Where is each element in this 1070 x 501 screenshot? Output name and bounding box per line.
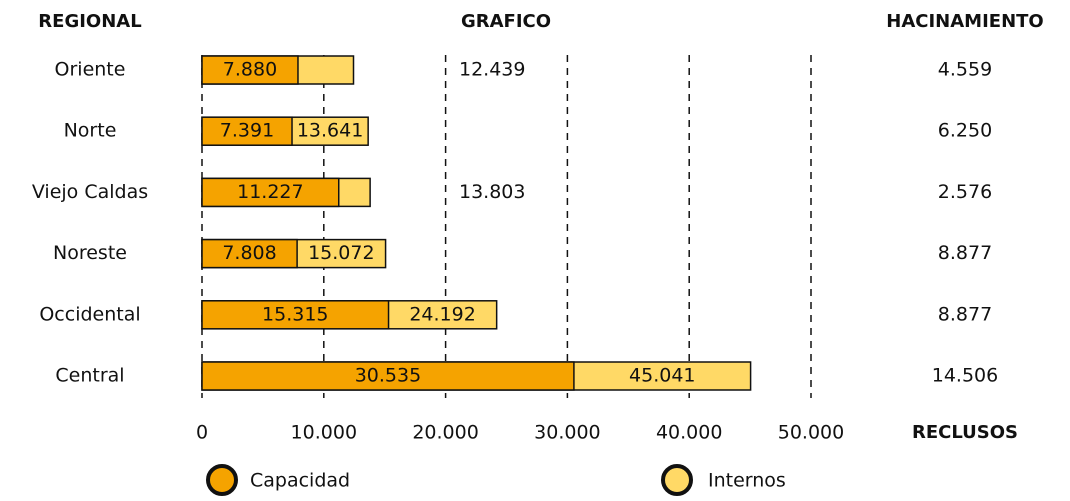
legend-swatch bbox=[661, 464, 693, 496]
hacinamiento-value: 8.877 bbox=[938, 242, 992, 264]
x-tick-label: 0 bbox=[196, 422, 208, 444]
x-axis-label: RECLUSOS bbox=[912, 422, 1018, 443]
category-label: Viejo Caldas bbox=[32, 181, 148, 203]
x-tick-label: 50.000 bbox=[778, 422, 844, 444]
bar bbox=[201, 361, 575, 391]
x-tick-label: 20.000 bbox=[412, 422, 478, 444]
data-label: 11.227 bbox=[237, 181, 303, 203]
bars bbox=[201, 55, 752, 391]
data-label: 13.641 bbox=[297, 120, 363, 142]
data-label: 13.803 bbox=[459, 181, 525, 203]
x-tick-label: 30.000 bbox=[534, 422, 600, 444]
data-label: 24.192 bbox=[409, 303, 475, 325]
bar bbox=[201, 55, 299, 85]
grid bbox=[201, 55, 812, 398]
category-header: REGIONAL bbox=[38, 11, 141, 32]
bar bbox=[201, 177, 340, 208]
hacinamiento-value: 4.559 bbox=[938, 59, 992, 81]
data-label: 30.535 bbox=[355, 365, 421, 387]
x-tick-label: 40.000 bbox=[656, 422, 722, 444]
column-header: HACINAMIENTO bbox=[886, 11, 1043, 32]
hacinamiento-value: 2.576 bbox=[938, 181, 992, 203]
chart-title: GRAFICO bbox=[461, 11, 551, 32]
bar bbox=[201, 116, 293, 146]
data-label: 7.391 bbox=[220, 120, 274, 142]
category-label: Norte bbox=[64, 120, 117, 142]
hacinamiento-value: 14.506 bbox=[932, 365, 998, 387]
hacinamiento-value: 6.250 bbox=[938, 120, 992, 142]
bar bbox=[201, 238, 298, 269]
bar bbox=[201, 300, 390, 330]
data-label: 15.315 bbox=[262, 303, 328, 325]
legend-label: Internos bbox=[708, 470, 786, 492]
category-label: Noreste bbox=[53, 242, 127, 264]
category-label: Oriente bbox=[55, 59, 126, 81]
data-label: 15.072 bbox=[308, 242, 374, 264]
data-label: 7.808 bbox=[222, 242, 276, 264]
data-label: 45.041 bbox=[629, 365, 695, 387]
x-tick-label: 10.000 bbox=[291, 422, 357, 444]
category-label: Occidental bbox=[39, 303, 140, 325]
data-label: 12.439 bbox=[459, 59, 525, 81]
hacinamiento-value: 8.877 bbox=[938, 303, 992, 325]
category-label: Central bbox=[55, 365, 124, 387]
data-label: 7.880 bbox=[223, 59, 277, 81]
legend-swatch bbox=[206, 464, 238, 496]
legend-label: Capacidad bbox=[250, 470, 350, 492]
